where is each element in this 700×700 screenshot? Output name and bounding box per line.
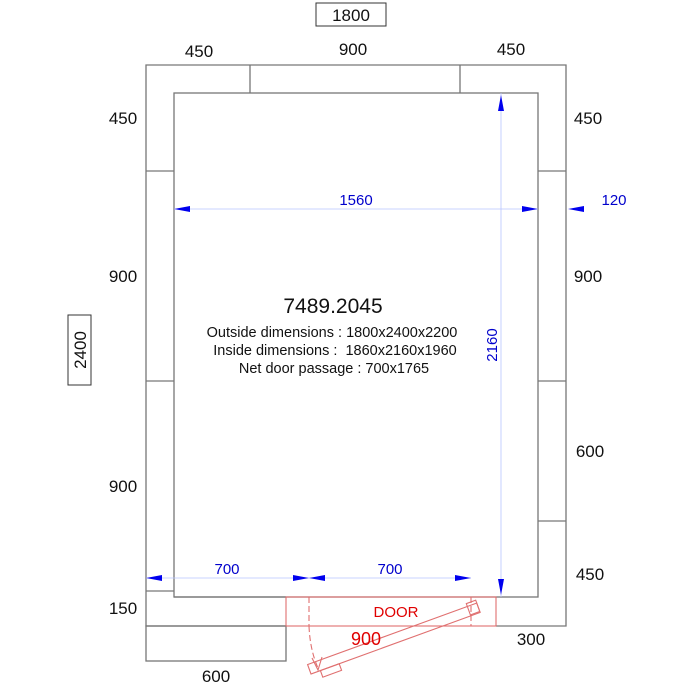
- wall-thickness-dim: 120: [601, 192, 626, 209]
- overall-depth-label: 2400: [71, 331, 90, 369]
- overall-width-label: 1800: [332, 6, 370, 25]
- outside-dimensions: Outside dimensions : 1800x2400x2200: [207, 325, 458, 341]
- door-leaf: [306, 599, 481, 678]
- door-width-label: 900: [351, 629, 381, 649]
- door-passage: Net door passage : 700x1765: [239, 361, 429, 377]
- bottom-left-label: 600: [202, 667, 230, 686]
- left-panel-label: 900: [109, 477, 137, 496]
- right-panel-label: 450: [574, 109, 602, 128]
- left-panel-label: 900: [109, 267, 137, 286]
- left-panel-label: 450: [109, 109, 137, 128]
- inner-width-dim: 1560: [339, 192, 372, 209]
- top-panel-label: 900: [339, 40, 367, 59]
- door: [285, 596, 497, 678]
- right-panel-label: 600: [576, 442, 604, 461]
- left-700-dim: 700: [214, 561, 239, 578]
- inner-depth-dim: 2160: [484, 328, 501, 361]
- right-700-dim: 700: [377, 561, 402, 578]
- top-panel-label: 450: [185, 42, 213, 61]
- product-code: 7489.2045: [283, 295, 382, 318]
- top-panel-label: 450: [497, 40, 525, 59]
- inside-dimensions: Inside dimensions : 1860x2160x1960: [213, 343, 456, 359]
- left-panel-label: 150: [109, 599, 137, 618]
- door-label: DOOR: [374, 604, 419, 621]
- bottom-right-label: 300: [517, 630, 545, 649]
- right-panel-label: 900: [574, 267, 602, 286]
- right-panel-label: 450: [576, 565, 604, 584]
- dimension-lines: [146, 93, 584, 597]
